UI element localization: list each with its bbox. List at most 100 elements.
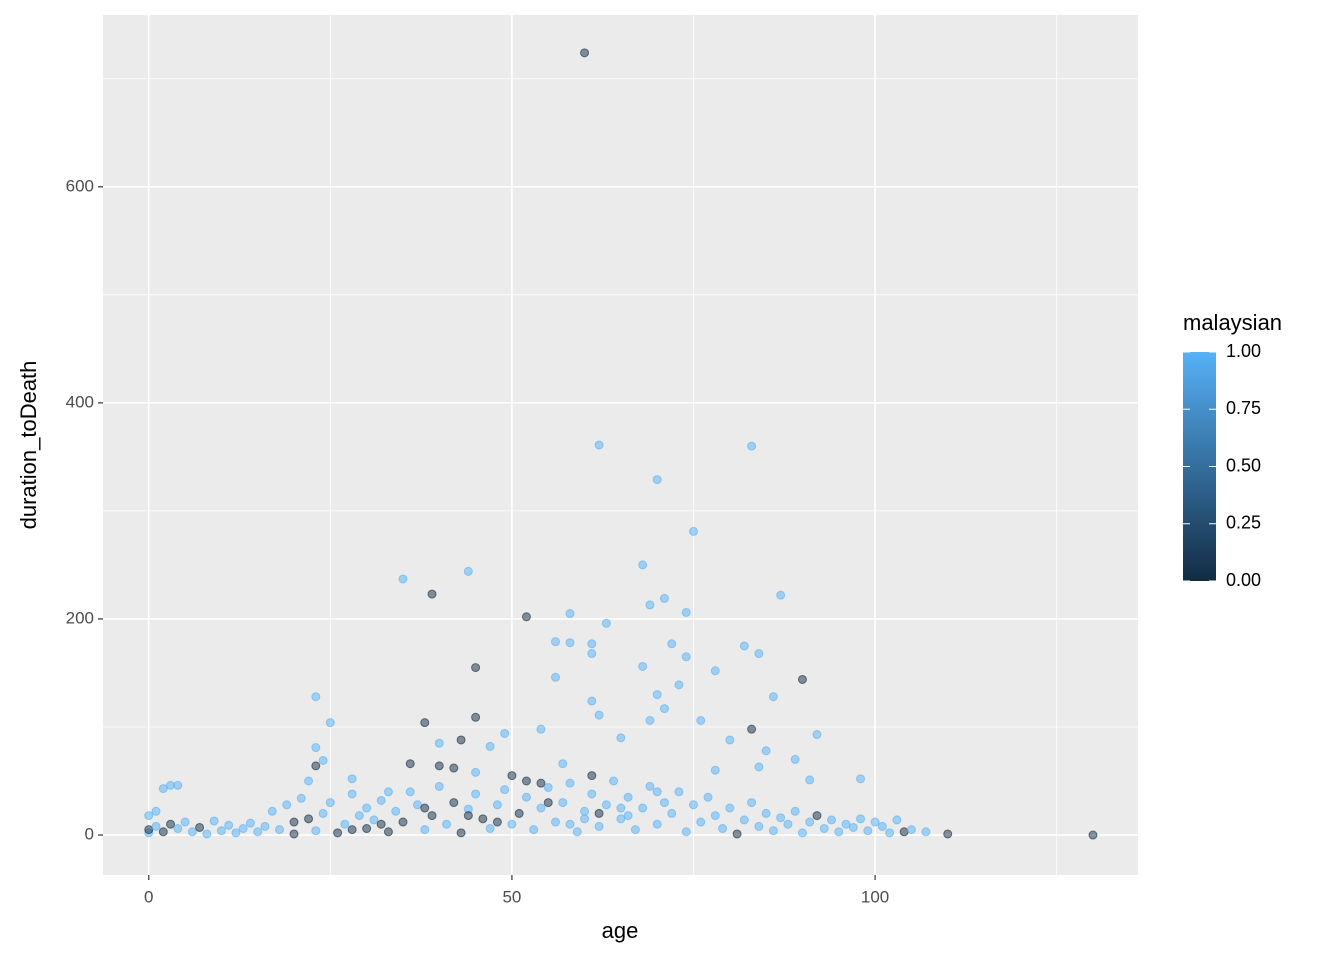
point (703, 792, 713, 802)
point (681, 607, 691, 617)
point (594, 821, 604, 831)
legend-title: malaysian (1183, 310, 1282, 335)
point (325, 798, 335, 808)
point (340, 819, 350, 829)
point (623, 811, 633, 821)
point (819, 824, 829, 834)
point (471, 789, 481, 799)
point (797, 828, 807, 838)
point (391, 806, 401, 816)
point (710, 666, 720, 676)
point (274, 825, 284, 835)
point (565, 819, 575, 829)
point (289, 829, 299, 839)
point (500, 785, 510, 795)
point (572, 827, 582, 837)
point (144, 811, 154, 821)
point (362, 803, 372, 813)
point (318, 808, 328, 818)
point (892, 815, 902, 825)
point (463, 566, 473, 576)
point (587, 771, 597, 781)
point (747, 798, 757, 808)
point (718, 824, 728, 834)
point (906, 825, 916, 835)
point (652, 787, 662, 797)
point (594, 710, 604, 720)
point (674, 787, 684, 797)
point (311, 692, 321, 702)
point (747, 441, 757, 451)
point (594, 808, 604, 818)
point (580, 814, 590, 824)
point (761, 746, 771, 756)
point (289, 817, 299, 827)
point (216, 826, 226, 836)
point (449, 798, 459, 808)
point (420, 718, 430, 728)
point (195, 822, 205, 832)
point (311, 743, 321, 753)
point (594, 440, 604, 450)
point (587, 696, 597, 706)
point (754, 649, 764, 659)
point (667, 808, 677, 818)
point (921, 827, 931, 837)
point (354, 811, 364, 821)
point (659, 704, 669, 714)
point (434, 761, 444, 771)
point (805, 775, 815, 785)
point (166, 819, 176, 829)
point (565, 638, 575, 648)
y-tick-label: 200 (66, 608, 94, 627)
point (434, 738, 444, 748)
point (442, 819, 452, 829)
point (739, 641, 749, 651)
point (282, 800, 292, 810)
point (688, 800, 698, 810)
point (710, 811, 720, 821)
point (899, 827, 909, 837)
point (398, 817, 408, 827)
point (507, 771, 517, 781)
point (151, 806, 161, 816)
legend-tick-label: 1.00 (1226, 341, 1261, 361)
point (521, 776, 531, 786)
point (529, 825, 539, 835)
point (500, 728, 510, 738)
point (659, 798, 669, 808)
point (732, 829, 742, 839)
x-tick-label: 50 (502, 887, 521, 906)
point (601, 800, 611, 810)
point (812, 811, 822, 821)
point (521, 612, 531, 622)
point (260, 821, 270, 831)
point (158, 827, 168, 837)
x-tick-label: 0 (144, 887, 153, 906)
point (877, 821, 887, 831)
point (681, 827, 691, 837)
point (674, 680, 684, 690)
point (710, 765, 720, 775)
point (761, 808, 771, 818)
point (856, 814, 866, 824)
point (427, 811, 437, 821)
point (652, 690, 662, 700)
legend-tick-label: 0.00 (1226, 570, 1261, 590)
point (231, 828, 241, 838)
point (478, 814, 488, 824)
point (471, 767, 481, 777)
point (652, 475, 662, 485)
point (768, 826, 778, 836)
point (667, 639, 677, 649)
point (783, 819, 793, 829)
point (347, 789, 357, 799)
point (311, 761, 321, 771)
point (739, 815, 749, 825)
point (725, 803, 735, 813)
point (456, 735, 466, 745)
point (485, 824, 495, 834)
point (492, 817, 502, 827)
point (638, 560, 648, 570)
point (790, 806, 800, 816)
